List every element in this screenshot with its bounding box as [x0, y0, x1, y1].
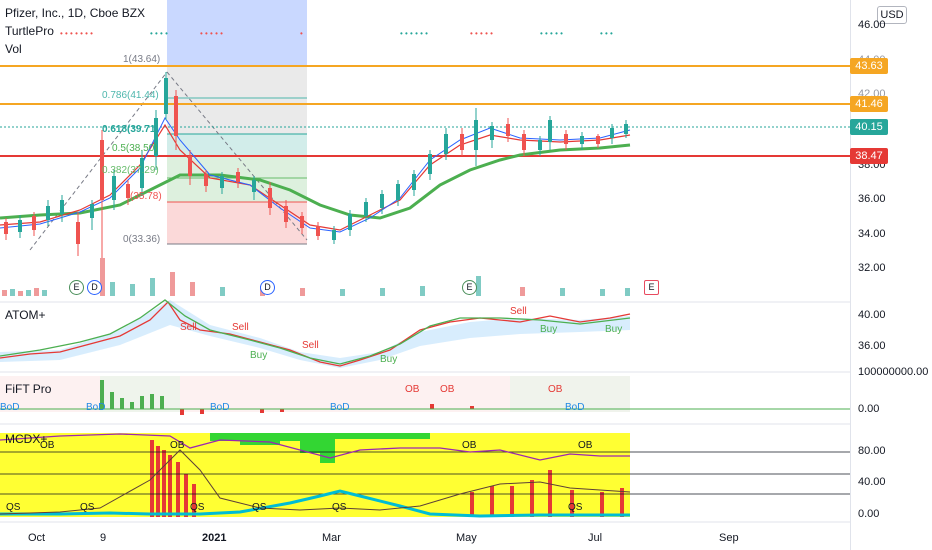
atom-sell-label: Sell: [180, 322, 197, 333]
mcdx-brown-line: [0, 449, 631, 515]
symbol-title[interactable]: Pfizer, Inc., 1D, Cboe BZX: [5, 6, 146, 20]
earnings-marker[interactable]: E: [462, 280, 477, 295]
price-axis-label: 34.00: [858, 228, 886, 240]
mcdx-purple-line: [0, 433, 630, 461]
time-axis-label: Jul: [588, 532, 603, 544]
mcdx-ob-label: OB: [170, 440, 185, 451]
svg-text:•: •: [300, 29, 303, 38]
mcdx-pane-title[interactable]: MCDX+: [5, 432, 48, 446]
time-axis-label: May: [456, 532, 477, 544]
mcdx-ob-label: OB: [578, 440, 593, 451]
atom-axis-label: 36.00: [858, 340, 886, 352]
mcdx-qs-label: QS: [332, 502, 347, 513]
atom-buy-label: Buy: [605, 324, 623, 335]
fift-axis-label: 0.00: [858, 403, 880, 415]
price-axis-label: 36.00: [858, 193, 886, 205]
mcdx-red-bars: [150, 440, 624, 517]
time-axis-label: 9: [100, 532, 107, 544]
mid-ma-line: [0, 117, 631, 233]
atom-buy-label: Buy: [250, 350, 268, 361]
atom-buy-label: Buy: [540, 324, 558, 335]
indicator-turtlepro-label[interactable]: TurtlePro: [5, 24, 54, 38]
mcdx-qs-label: QS: [6, 502, 21, 513]
mcdx-axis-label: 0.00: [858, 508, 880, 520]
svg-text:• • • • • • •: • • • • • • •: [60, 29, 93, 38]
atom-sell-label: Sell: [510, 306, 527, 317]
mcdx-axis-label: 40.00: [858, 476, 886, 488]
atom-sell-label: Sell: [302, 340, 319, 351]
price-tag-41-46: 41.46: [850, 96, 888, 112]
earnings-marker[interactable]: E: [69, 280, 84, 295]
svg-text:• • • • •: • • • • •: [200, 29, 223, 38]
currency-button[interactable]: USD: [877, 6, 907, 24]
fift-bod-label: BoD: [565, 402, 585, 413]
time-axis-label: 2021: [202, 532, 227, 544]
mcdx-ob-label: OB: [40, 440, 55, 451]
earnings-marker-upcoming[interactable]: E: [644, 280, 659, 295]
mcdx-cyan-line: [0, 489, 630, 518]
price-tag-43-63: 43.63: [850, 58, 888, 74]
slow-ma-line: [0, 143, 631, 220]
svg-text:• • • • •: • • • • •: [540, 29, 563, 38]
dividend-marker[interactable]: D: [87, 280, 102, 295]
fib-label-5: 0.5(38.50): [112, 143, 158, 154]
fast-ma-line: [0, 123, 631, 231]
fift-bod-label: BoD: [330, 402, 350, 413]
fift-pane-title[interactable]: FiFT Pro: [5, 382, 52, 396]
atom-axis-label: 40.00: [858, 309, 886, 321]
fib-label-236: (35.78): [130, 191, 162, 202]
price-axis-label: 32.00: [858, 262, 886, 274]
mcdx-qs-label: QS: [190, 502, 205, 513]
turtle-signal-dots: • • • • • • • • • • • • • • • • • • • • …: [60, 29, 613, 38]
fib-label-1: 1(43.64): [123, 54, 161, 65]
fift-axis-label: 100000000.00: [858, 366, 929, 378]
time-axis-label: Mar: [322, 532, 341, 544]
fift-ob-label: OB: [548, 384, 563, 395]
fib-label-0: 0(33.36): [123, 234, 161, 245]
fift-bod-label: BoD: [210, 402, 230, 413]
fift-bod-label: BoD: [0, 402, 20, 413]
fift-ob-label: OB: [440, 384, 455, 395]
chart-canvas[interactable]: • • • • • • • • • • • • • • • • • • • • …: [0, 0, 850, 550]
mcdx-qs-label: QS: [80, 502, 95, 513]
last-price-tag: 40.15: [850, 119, 888, 135]
fib-label-786: 0.786(41.44): [102, 90, 159, 101]
fib-label-618: 0.618(39.71): [102, 124, 159, 135]
svg-text:• • •: • • •: [600, 29, 613, 38]
fift-histogram: [100, 380, 474, 415]
mcdx-ob-label: OB: [462, 440, 477, 451]
fift-bod-label: BoD: [86, 402, 106, 413]
price-candles: [4, 72, 628, 270]
price-axis-label: 46.00: [858, 19, 886, 31]
atom-buy-label: Buy: [380, 354, 398, 365]
mcdx-qs-label: QS: [568, 502, 583, 513]
price-axis[interactable]: [850, 0, 932, 550]
fib-label-382: 0.382(37.29): [102, 165, 159, 176]
price-tag-38-47: 38.47: [850, 148, 888, 164]
svg-text:• • • • • •: • • • • • •: [400, 29, 428, 38]
fift-ob-label: OB: [405, 384, 420, 395]
atom-sell-label: Sell: [232, 322, 249, 333]
svg-text:• • • • •: • • • • •: [470, 29, 493, 38]
fib-highlight-zone: [167, 0, 307, 66]
indicator-vol-label[interactable]: Vol: [5, 42, 22, 56]
atom-pane-title[interactable]: ATOM+: [5, 308, 46, 322]
mcdx-qs-label: QS: [252, 502, 267, 513]
time-axis-label: Oct: [28, 532, 46, 544]
atom-line: [0, 300, 631, 367]
dividend-marker[interactable]: D: [260, 280, 275, 295]
time-axis-label: Sep: [719, 532, 739, 544]
mcdx-axis-label: 80.00: [858, 445, 886, 457]
atom-band: [0, 300, 630, 368]
svg-text:• • • •: • • • •: [150, 29, 168, 38]
